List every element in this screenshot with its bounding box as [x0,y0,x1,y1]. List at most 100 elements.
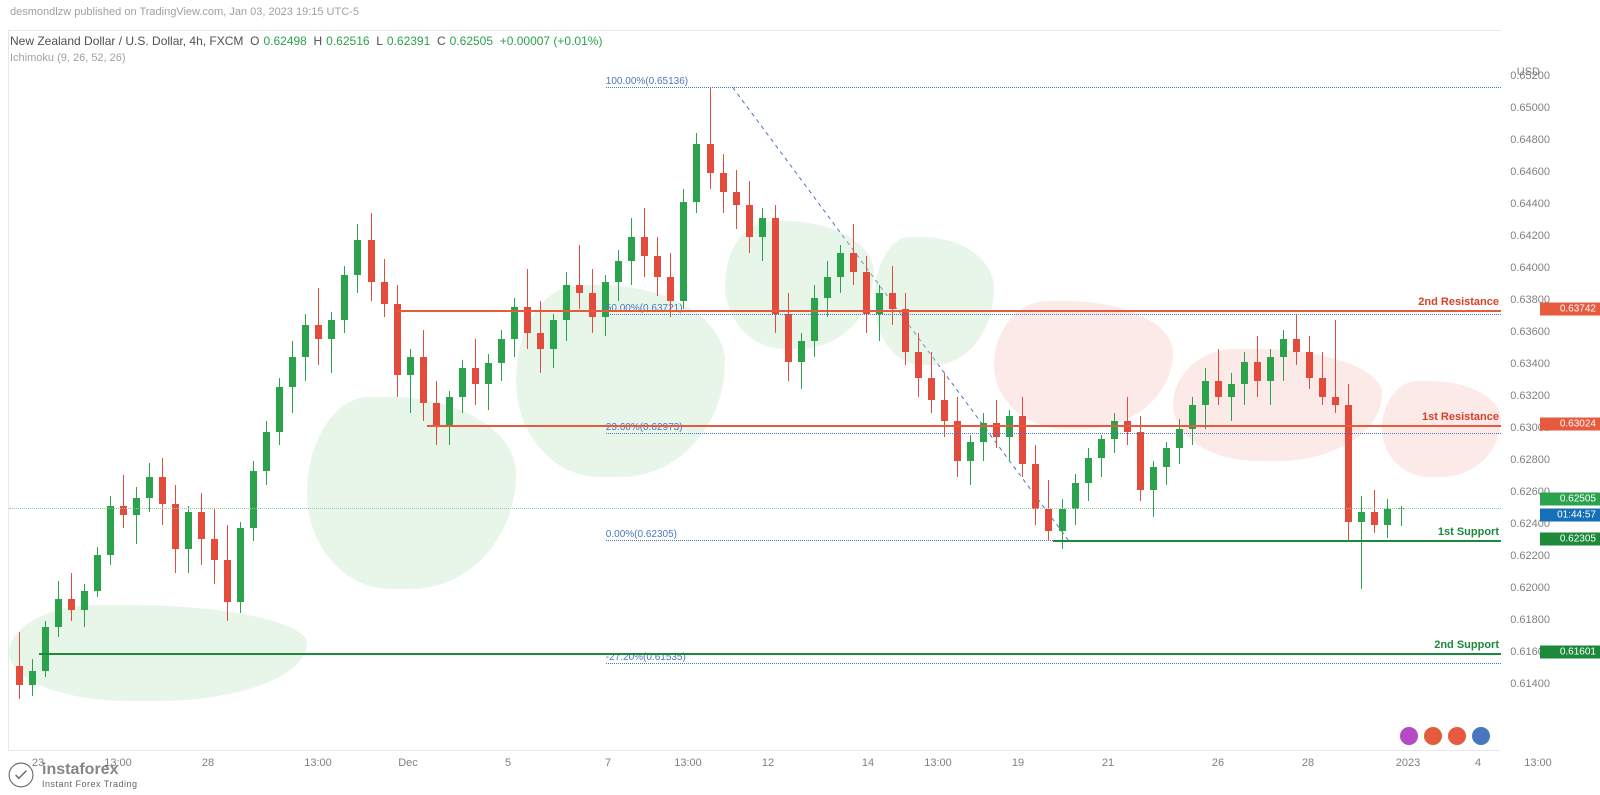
candle [394,31,401,751]
candle [55,31,62,751]
candle [707,31,714,751]
y-tick: 0.64600 [1510,166,1550,178]
candle [1032,31,1039,751]
fib-label: 23.60%(0.62973) [606,422,683,433]
y-tick: 0.64000 [1510,262,1550,274]
candle [1019,31,1026,751]
candle [94,31,101,751]
candle [289,31,296,751]
price-badge: 0.62305 [1540,533,1600,546]
candle [159,31,166,751]
candle [133,31,140,751]
y-tick: 0.62200 [1510,550,1550,562]
x-tick: 28 [1302,757,1314,769]
candle [941,31,948,751]
candle [1398,31,1405,751]
candle [1124,31,1131,751]
price-badge: 0.61601 [1540,645,1600,658]
x-tick: 21 [1102,757,1114,769]
candle [967,31,974,751]
tool-icon[interactable] [1448,727,1466,745]
candle [1189,31,1196,751]
tool-icon[interactable] [1424,727,1442,745]
candle [563,31,570,751]
current-price-line [9,508,1501,509]
fib-line [606,314,1501,315]
candle [1045,31,1052,751]
x-tick: 13:00 [1524,757,1552,769]
candle [1059,31,1066,751]
publish-line: desmondlzw published on TradingView.com,… [10,6,359,18]
candle [1384,31,1391,751]
brand-name: instaforex [42,761,138,779]
candle [1319,31,1326,751]
candle [381,31,388,751]
candle [772,31,779,751]
candle [902,31,909,751]
candle [16,31,23,751]
candle [433,31,440,751]
candle [1215,31,1222,751]
candle [198,31,205,751]
x-tick: 7 [605,757,611,769]
y-tick: 0.63200 [1510,390,1550,402]
y-tick: 0.61400 [1510,678,1550,690]
candle [1085,31,1092,751]
candle [1371,31,1378,751]
candle [720,31,727,751]
x-tick: 5 [505,757,511,769]
candle [1228,31,1235,751]
candle [524,31,531,751]
x-tick: 26 [1212,757,1224,769]
candle [641,31,648,751]
candle [980,31,987,751]
x-tick: 28 [202,757,214,769]
x-tick: 12 [762,757,774,769]
level-line [397,310,1501,312]
candle [915,31,922,751]
x-tick: 19 [1012,757,1024,769]
tool-icon[interactable] [1400,727,1418,745]
tool-icon[interactable] [1472,727,1490,745]
level-label: 2nd Resistance [1418,296,1499,310]
candle [1006,31,1013,751]
candle [120,31,127,751]
candle [511,31,518,751]
candle [302,31,309,751]
tool-icons[interactable] [1400,727,1490,745]
candle [341,31,348,751]
candle [224,31,231,751]
chart-area[interactable]: 100.00%(0.65136)50.00%(0.63721)23.60%(0.… [8,30,1501,751]
candle [472,31,479,751]
x-tick: 13:00 [924,757,952,769]
candle [1280,31,1287,751]
candle [498,31,505,751]
level-line [427,425,1501,427]
candle [368,31,375,751]
candle [354,31,361,751]
y-tick: 0.62000 [1510,582,1550,594]
candle [824,31,831,751]
candle [759,31,766,751]
candle [537,31,544,751]
candle [811,31,818,751]
candle [785,31,792,751]
candle [1241,31,1248,751]
candle [211,31,218,751]
candle [889,31,896,751]
fib-line [606,433,1501,434]
candle [315,31,322,751]
x-tick: 13:00 [304,757,332,769]
candle [1358,31,1365,751]
candle [1293,31,1300,751]
fib-line [606,663,1501,664]
candle [29,31,36,751]
level-line [39,653,1501,655]
candle [615,31,622,751]
candle [1306,31,1313,751]
y-tick: 0.63400 [1510,358,1550,370]
brand-tagline: Instant Forex Trading [42,779,138,789]
candle [250,31,257,751]
candle [850,31,857,751]
x-axis: 2313:002813:00Dec5713:00121413:001921262… [8,750,1500,775]
